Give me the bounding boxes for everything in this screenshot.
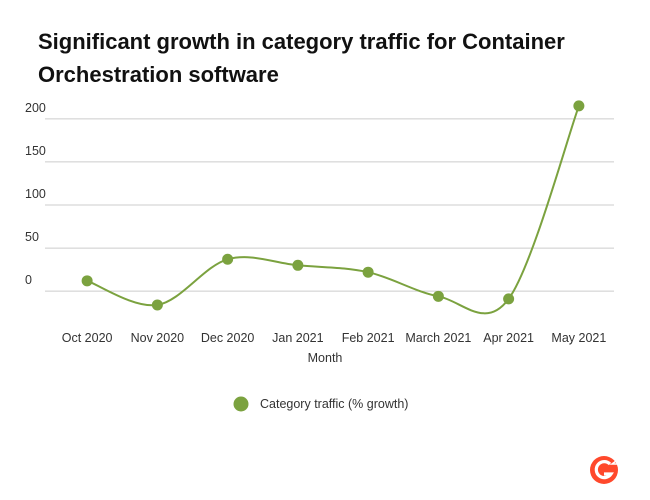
y-tick-label: 0 bbox=[25, 273, 32, 287]
y-tick-label: 150 bbox=[25, 144, 46, 158]
point bbox=[151, 299, 163, 311]
point bbox=[503, 293, 515, 305]
point bbox=[362, 266, 374, 278]
x-tick-label: Apr 2021 bbox=[483, 331, 534, 345]
legend-label: Category traffic (% growth) bbox=[260, 397, 408, 411]
x-tick-label: Nov 2020 bbox=[131, 331, 185, 345]
line bbox=[86, 105, 580, 315]
x-tick-label: Jan 2021 bbox=[272, 331, 323, 345]
point bbox=[292, 259, 304, 271]
x-axis-label: Month bbox=[308, 351, 343, 365]
x-tick-label: Oct 2020 bbox=[62, 331, 113, 345]
logo bbox=[590, 454, 619, 484]
legend-marker bbox=[233, 396, 249, 412]
x-tick-label: March 2021 bbox=[405, 331, 471, 345]
chart-title: Orchestration software bbox=[38, 62, 279, 87]
y-tick-label: 50 bbox=[25, 230, 39, 244]
point bbox=[432, 290, 444, 302]
chart-title: Significant growth in category traffic f… bbox=[38, 29, 565, 54]
x-tick-label: Feb 2021 bbox=[342, 331, 395, 345]
y-tick-label: 200 bbox=[25, 101, 46, 115]
x-tick-label: Dec 2020 bbox=[201, 331, 255, 345]
point bbox=[222, 253, 234, 265]
point bbox=[81, 275, 93, 287]
x-tick-label: May 2021 bbox=[551, 331, 606, 345]
y-tick-label: 100 bbox=[25, 187, 46, 201]
point bbox=[573, 100, 585, 112]
